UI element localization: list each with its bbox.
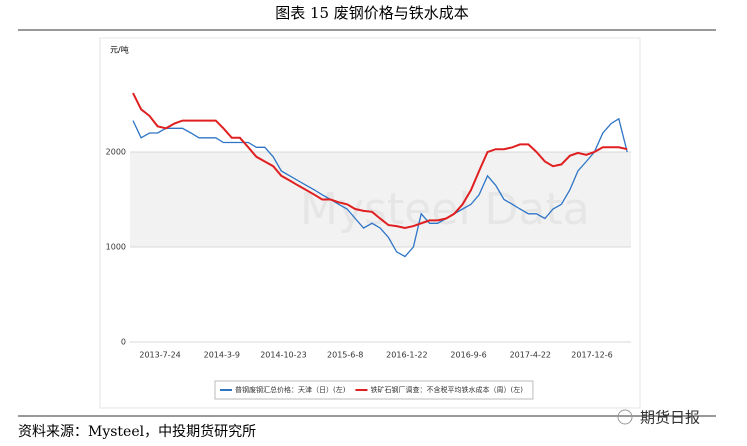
logo-text: 期货日报 [640,409,700,427]
logo-icon [617,409,633,425]
chart-frame [99,37,641,409]
chart-title: 图表 15 废钢价格与铁水成本 [275,4,469,22]
y-tick-label: 1000 [106,243,126,252]
grid-band [130,152,631,247]
x-tick-label: 2013-7-24 [139,351,180,360]
legend-label: 铁矿石钢厂调查：不含税平均铁水成本（周）(左) [370,385,523,394]
x-tick-label: 2014-3-9 [204,351,240,360]
y-tick-label: 0 [121,338,126,347]
watermark: Mysteel Data [300,184,590,235]
line-series [132,117,628,258]
y-axis-label: 元/吨 [110,45,129,55]
legend-label: 普钢废钢汇总价格：天津（日）(左) [235,385,346,394]
source: 资料来源：Mysteel，中投期货研究所 [18,423,256,440]
legend-box [214,380,534,400]
x-tick-label: 2015-6-8 [327,351,363,360]
y-tick-label: 2000 [106,148,126,157]
x-tick-label: 2017-4-22 [510,351,551,360]
x-tick-label: 2016-9-6 [450,351,486,360]
line-series [132,92,628,230]
x-tick-label: 2016-1-22 [386,351,427,360]
x-tick-label: 2017-12-6 [571,351,612,360]
x-tick-label: 2014-10-23 [260,351,307,360]
